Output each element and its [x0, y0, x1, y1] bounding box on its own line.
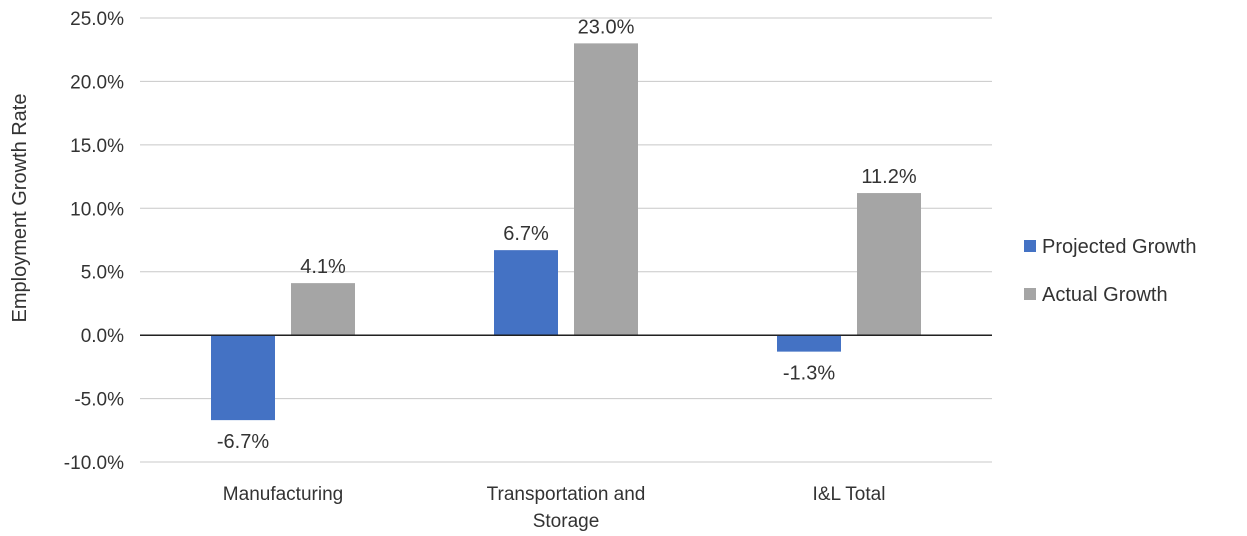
x-category-label: I&L Total: [813, 484, 886, 505]
x-axis-categories: Manufacturing Transportation and Storage I&…: [223, 484, 886, 532]
y-tick-label: -5.0%: [74, 390, 124, 411]
bars: [140, 43, 992, 421]
x-category-label: Transportation and Storage: [487, 484, 646, 532]
data-label: 11.2%: [861, 166, 916, 188]
bar-projected-1: [494, 250, 558, 336]
y-tick-label: 15.0%: [70, 136, 124, 157]
data-label: 23.0%: [578, 16, 635, 38]
data-label: 4.1%: [300, 256, 346, 278]
bar-actual-2: [857, 193, 921, 336]
legend-swatch: [1024, 240, 1036, 252]
legend: Projected Growth Actual Growth: [1024, 236, 1197, 306]
bar-projected-2: [777, 335, 841, 352]
y-tick-label: 5.0%: [81, 263, 124, 284]
bar-actual-0: [291, 283, 355, 336]
y-tick-label: 0.0%: [81, 326, 124, 347]
y-tick-label: 20.0%: [70, 72, 124, 93]
bar-actual-1: [574, 43, 638, 336]
y-tick-label: 10.0%: [70, 199, 124, 220]
x-category-label: Manufacturing: [223, 484, 343, 505]
bar-projected-0: [211, 335, 275, 421]
legend-swatch: [1024, 288, 1036, 300]
y-axis-title: Employment Growth Rate: [9, 94, 31, 323]
data-label: -1.3%: [783, 363, 835, 385]
data-label: -6.7%: [217, 431, 269, 453]
data-labels: -6.7% 6.7% -1.3% 4.1% 23.0% 11.2%: [217, 16, 917, 453]
y-tick-label: 25.0%: [70, 9, 124, 30]
legend-label: Projected Growth: [1042, 236, 1197, 258]
y-axis-ticks: 25.0% 20.0% 15.0% 10.0% 5.0% 0.0% -5.0% -10.0%: [64, 9, 124, 474]
data-label: 6.7%: [503, 223, 549, 245]
legend-label: Actual Growth: [1042, 284, 1168, 306]
y-tick-label: -10.0%: [64, 453, 124, 474]
